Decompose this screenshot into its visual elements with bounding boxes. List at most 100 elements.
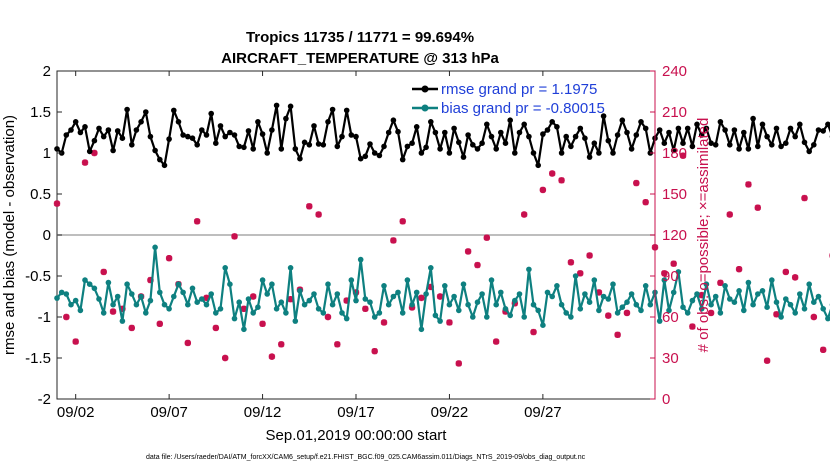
bias-point xyxy=(680,304,686,311)
bias-point xyxy=(801,306,808,312)
rmse-point xyxy=(638,119,644,125)
bias-point xyxy=(185,301,191,308)
obs-count-marker xyxy=(100,268,107,276)
obs-count-marker xyxy=(212,324,220,332)
rmse-point xyxy=(460,154,467,160)
rmse-point xyxy=(684,125,691,132)
rmse-point xyxy=(591,140,598,146)
rmse-point xyxy=(465,132,471,138)
rmse-point xyxy=(143,109,149,115)
rmse-point xyxy=(778,143,784,150)
bias-point xyxy=(236,299,242,306)
rmse-point xyxy=(502,140,509,146)
obs-count-marker xyxy=(698,291,705,299)
bias-point xyxy=(586,299,593,306)
obs-count-marker xyxy=(642,199,649,206)
bias-point xyxy=(684,310,691,316)
obs-count-marker xyxy=(203,294,210,302)
obs-count-marker xyxy=(184,339,192,347)
bias-point xyxy=(708,301,714,308)
rmse-point xyxy=(213,140,219,146)
bias-point xyxy=(119,318,126,324)
rmse-point xyxy=(493,146,500,152)
obs-count-marker xyxy=(520,211,528,218)
rmse-point xyxy=(227,129,233,136)
obs-count-marker xyxy=(193,218,201,225)
obs-count-marker xyxy=(483,234,491,241)
obs-count-marker xyxy=(819,346,827,353)
bias-point xyxy=(222,265,228,271)
bias-point xyxy=(792,310,798,316)
bias-point xyxy=(278,299,285,306)
obs-count-marker xyxy=(306,203,313,210)
rmse-point xyxy=(577,125,584,132)
rmse-point xyxy=(68,127,74,133)
rmse-point xyxy=(194,142,200,148)
obs-count-marker xyxy=(221,354,229,362)
rmse-point xyxy=(133,127,140,133)
bias-point xyxy=(367,299,373,306)
rmse-point xyxy=(236,143,242,150)
obs-count-marker xyxy=(717,279,724,287)
rmse-point xyxy=(329,106,336,113)
rmse-point xyxy=(656,127,663,133)
bias-point xyxy=(250,310,256,316)
rmse-point xyxy=(82,124,88,130)
bias-point xyxy=(371,314,378,320)
rmse-point xyxy=(413,124,420,130)
bias-point xyxy=(572,273,579,279)
rmse-point xyxy=(297,155,303,162)
rmse-point xyxy=(755,143,761,150)
rmse-point xyxy=(381,143,387,150)
rmse-point xyxy=(334,143,341,150)
y-right-tick-label: 240 xyxy=(662,63,687,80)
rmse-point xyxy=(600,113,607,119)
bias-point xyxy=(100,310,107,316)
rmse-point xyxy=(166,136,172,142)
bias-point xyxy=(334,291,341,297)
bias-point xyxy=(283,310,289,316)
obs-count-marker xyxy=(371,347,378,355)
bias-point xyxy=(666,307,672,314)
bias-point xyxy=(273,306,280,312)
bias-point xyxy=(105,279,112,286)
rmse-point xyxy=(105,127,112,133)
rmse-point xyxy=(516,129,523,136)
obs-count-marker xyxy=(63,313,70,321)
bias-point xyxy=(736,288,742,294)
rmse-point xyxy=(783,140,789,146)
bias-point xyxy=(259,277,266,283)
rmse-point xyxy=(498,129,504,136)
rmse-point xyxy=(147,133,154,140)
rmse-point xyxy=(241,144,247,151)
rmse-point xyxy=(367,141,373,147)
obs-count-marker xyxy=(549,170,556,177)
x-axis-label: Sep.01,2019 00:00:00 start xyxy=(266,427,448,444)
legend-rmse-marker xyxy=(421,85,429,93)
obs-count-marker xyxy=(362,305,369,312)
bias-point xyxy=(488,277,495,283)
rmse-point xyxy=(390,117,397,123)
y-right-tick-label: 90 xyxy=(662,268,679,285)
bias-point xyxy=(199,296,205,302)
rmse-point xyxy=(479,140,485,146)
obs-count-marker xyxy=(446,319,453,326)
rmse-point xyxy=(157,156,163,163)
rmse-point xyxy=(670,147,677,154)
obs-count-marker xyxy=(334,341,341,348)
obs-count-marker xyxy=(250,293,257,300)
rmse-point xyxy=(540,131,546,137)
rmse-point xyxy=(512,150,518,156)
bias-point xyxy=(376,310,383,316)
rmse-point xyxy=(488,133,495,140)
rmse-point xyxy=(470,142,476,148)
rmse-point xyxy=(278,146,285,152)
x-axis-ticks: 09/02 09/07 09/12 09/17 09/22 09/27 xyxy=(57,71,562,421)
bias-point xyxy=(540,322,546,329)
bias-point xyxy=(656,318,663,324)
rmse-point xyxy=(633,132,640,138)
series-lines xyxy=(54,102,830,333)
rmse-point xyxy=(114,128,121,134)
bias-point xyxy=(825,315,830,322)
rmse-point xyxy=(264,150,271,156)
